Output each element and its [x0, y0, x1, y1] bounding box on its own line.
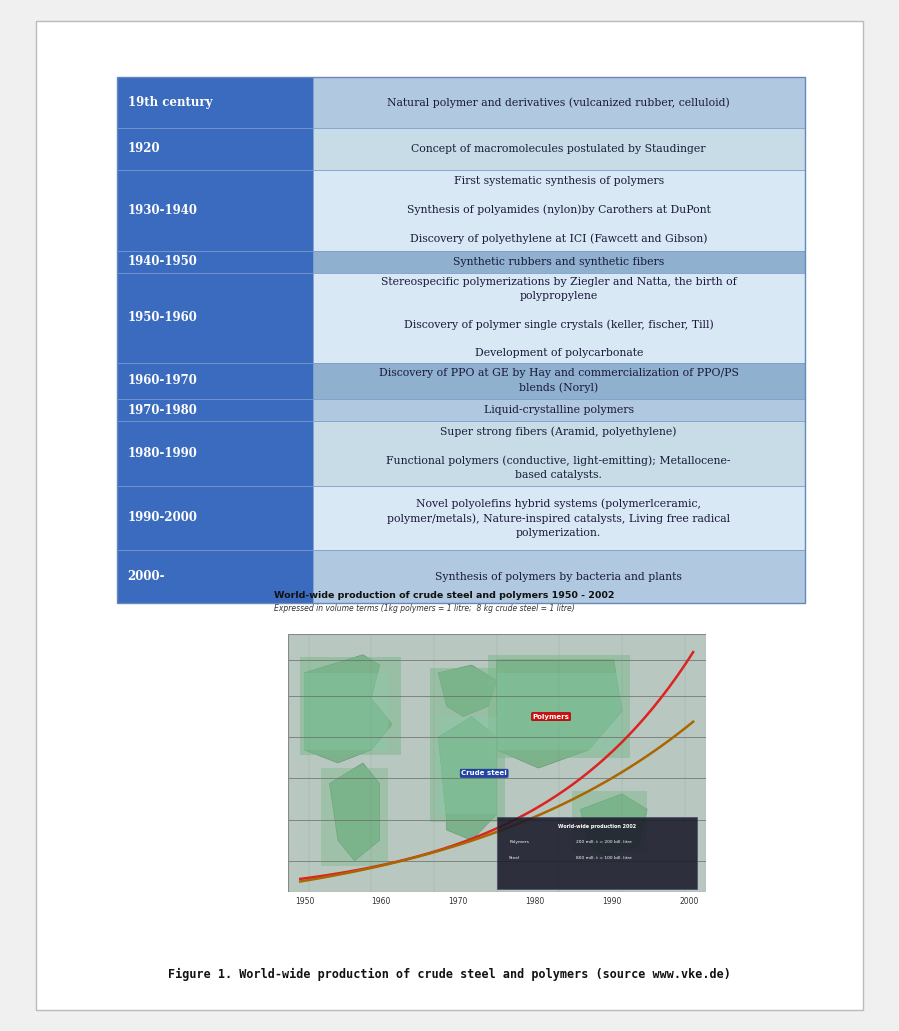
Text: 800 mill. t = 100 bill. litre: 800 mill. t = 100 bill. litre — [576, 856, 632, 860]
Bar — [438, 717, 496, 814]
Bar — [313, 77, 805, 128]
Text: 1990: 1990 — [602, 897, 622, 906]
Bar — [117, 77, 313, 128]
Bar — [313, 363, 805, 399]
Text: 1960: 1960 — [371, 897, 391, 906]
Bar — [488, 655, 630, 758]
Text: Expressed in volume terms (1kg polymers = 1 litre;  8 kg crude steel = 1 litre): Expressed in volume terms (1kg polymers … — [274, 604, 575, 613]
Text: Novel polyolefins hybrid systems (polymerlceramic,
polymer/metals), Nature-inspi: Novel polyolefins hybrid systems (polyme… — [387, 498, 730, 537]
Text: Crude steel: Crude steel — [461, 770, 507, 776]
Bar — [117, 363, 313, 399]
Text: World-wide production of crude steel and polymers 1950 - 2002: World-wide production of crude steel and… — [274, 591, 615, 600]
Polygon shape — [305, 655, 392, 763]
Bar — [313, 251, 805, 273]
Bar — [321, 768, 388, 866]
Polygon shape — [496, 660, 622, 768]
Text: 1950: 1950 — [295, 897, 314, 906]
Text: Figure 1. World-wide production of crude steel and polymers (source www.vke.de): Figure 1. World-wide production of crude… — [168, 968, 731, 980]
Text: Steel: Steel — [509, 856, 521, 860]
Text: Synthesis of polymers by bacteria and plants: Synthesis of polymers by bacteria and pl… — [435, 571, 682, 581]
Bar — [117, 273, 313, 363]
Text: 1920: 1920 — [128, 142, 160, 155]
Bar — [313, 170, 805, 251]
Text: Synthetic rubbers and synthetic fibers: Synthetic rubbers and synthetic fibers — [453, 257, 664, 267]
Text: Stereospecific polymerizations by Ziegler and Natta, the birth of
polypropylene
: Stereospecific polymerizations by Ziegle… — [381, 277, 736, 359]
Polygon shape — [581, 794, 647, 856]
Bar — [117, 550, 313, 603]
Text: 1940-1950: 1940-1950 — [128, 256, 198, 268]
Bar — [313, 550, 805, 603]
Bar — [117, 77, 805, 603]
Text: First systematic synthesis of polymers

Synthesis of polyamides (nylon)by Caroth: First systematic synthesis of polymers S… — [407, 176, 711, 244]
Bar — [496, 817, 698, 889]
Bar — [313, 422, 805, 486]
Text: Polymers: Polymers — [509, 840, 530, 844]
Text: 1980: 1980 — [526, 897, 545, 906]
Text: Polymers: Polymers — [532, 713, 569, 720]
Text: 1990-2000: 1990-2000 — [128, 511, 198, 525]
Text: 1930-1940: 1930-1940 — [128, 204, 198, 217]
Text: Liquid-crystalline polymers: Liquid-crystalline polymers — [484, 405, 634, 415]
Bar — [313, 128, 805, 170]
Bar — [117, 170, 313, 251]
Bar — [313, 486, 805, 550]
Bar — [313, 399, 805, 422]
Text: 1970: 1970 — [449, 897, 467, 906]
Bar — [430, 668, 505, 823]
Bar — [117, 251, 313, 273]
Text: Concept of macromolecules postulated by Staudinger: Concept of macromolecules postulated by … — [412, 143, 706, 154]
Text: Discovery of PPO at GE by Hay and commercialization of PPO/PS
blends (Noryl): Discovery of PPO at GE by Hay and commer… — [378, 368, 739, 393]
Text: 1950-1960: 1950-1960 — [128, 311, 198, 325]
Text: 2000-: 2000- — [128, 570, 165, 584]
Text: 19th century: 19th century — [128, 96, 212, 109]
Polygon shape — [438, 665, 496, 717]
Text: 1970-1980: 1970-1980 — [128, 404, 198, 417]
Text: 1980-1990: 1980-1990 — [128, 447, 198, 460]
Polygon shape — [329, 763, 379, 861]
Bar — [300, 658, 401, 755]
Text: 1960-1970: 1960-1970 — [128, 374, 198, 388]
Bar — [117, 399, 313, 422]
Bar — [313, 273, 805, 363]
Bar — [117, 422, 313, 486]
Bar — [117, 128, 313, 170]
Text: Natural polymer and derivatives (vulcanized rubber, celluloid): Natural polymer and derivatives (vulcani… — [387, 97, 730, 108]
Text: Super strong fibers (Aramid, polyethylene)

Functional polymers (conductive, lig: Super strong fibers (Aramid, polyethylen… — [387, 427, 731, 480]
Bar — [572, 792, 647, 854]
Text: World-wide production 2002: World-wide production 2002 — [558, 824, 636, 829]
Text: 200 mill. t = 200 bill. litre: 200 mill. t = 200 bill. litre — [576, 840, 632, 844]
Bar — [305, 672, 388, 751]
Polygon shape — [438, 717, 496, 840]
Bar — [496, 672, 622, 751]
Bar — [117, 486, 313, 550]
Text: 2000: 2000 — [680, 897, 699, 906]
